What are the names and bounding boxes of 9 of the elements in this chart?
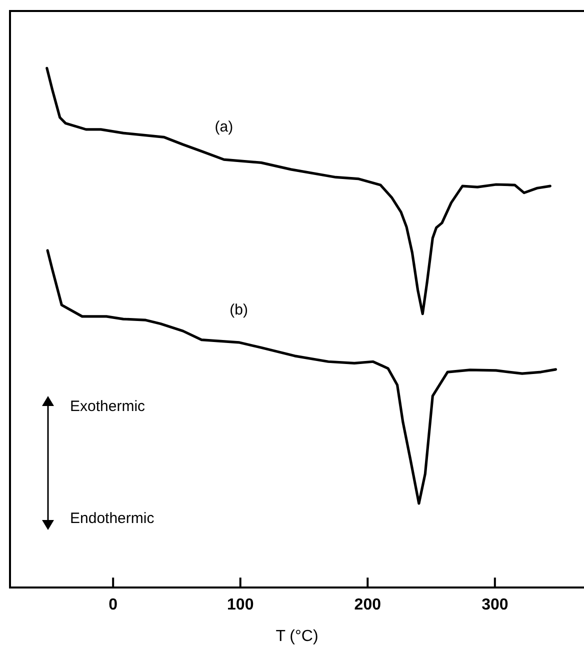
x-tick-label: 100 — [227, 596, 254, 614]
annotation: Endothermic — [70, 510, 154, 527]
x-tick-label: 300 — [482, 596, 508, 614]
x-axis-title: T (°C) — [276, 628, 318, 645]
series-label: (a) — [214, 118, 234, 136]
annotation: Exothermic — [70, 398, 146, 415]
x-tick-label: 0 — [108, 596, 118, 614]
series-label: (b) — [230, 301, 248, 318]
x-tick-label: 200 — [354, 596, 382, 614]
